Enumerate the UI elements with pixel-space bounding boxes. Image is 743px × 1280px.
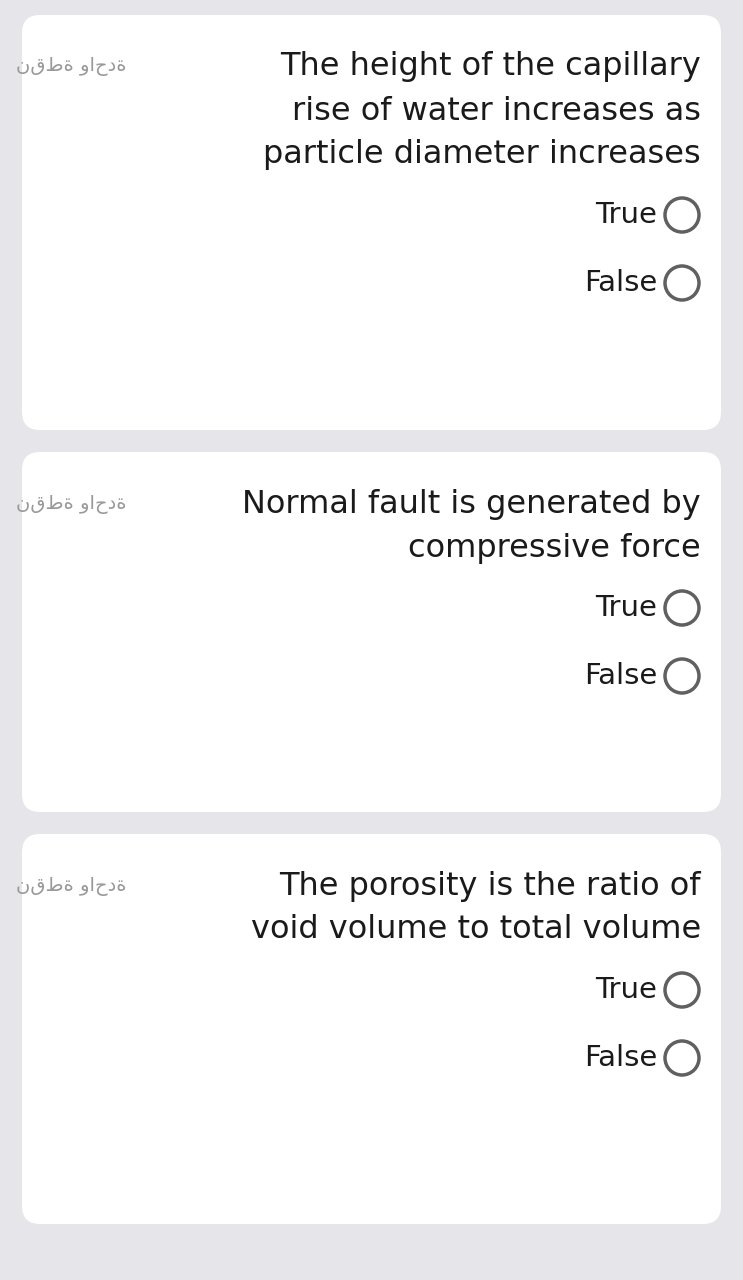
- Text: The height of the capillary: The height of the capillary: [280, 51, 701, 82]
- Text: rise of water increases as: rise of water increases as: [292, 96, 701, 127]
- Text: False: False: [584, 1044, 657, 1073]
- Text: Normal fault is generated by: Normal fault is generated by: [242, 489, 701, 520]
- Text: نقطة واحدة: نقطة واحدة: [16, 494, 127, 513]
- Text: void volume to total volume: void volume to total volume: [250, 914, 701, 946]
- Text: True: True: [595, 975, 657, 1004]
- Text: The porosity is the ratio of: The porosity is the ratio of: [279, 870, 701, 901]
- Text: True: True: [595, 594, 657, 622]
- Text: particle diameter increases: particle diameter increases: [263, 140, 701, 170]
- Text: False: False: [584, 662, 657, 690]
- FancyBboxPatch shape: [22, 835, 721, 1224]
- FancyBboxPatch shape: [22, 452, 721, 812]
- Text: True: True: [595, 201, 657, 229]
- Text: نقطة واحدة: نقطة واحدة: [16, 877, 127, 896]
- Text: False: False: [584, 269, 657, 297]
- Text: compressive force: compressive force: [408, 532, 701, 563]
- FancyBboxPatch shape: [22, 15, 721, 430]
- Text: نقطة واحدة: نقطة واحدة: [16, 58, 127, 77]
